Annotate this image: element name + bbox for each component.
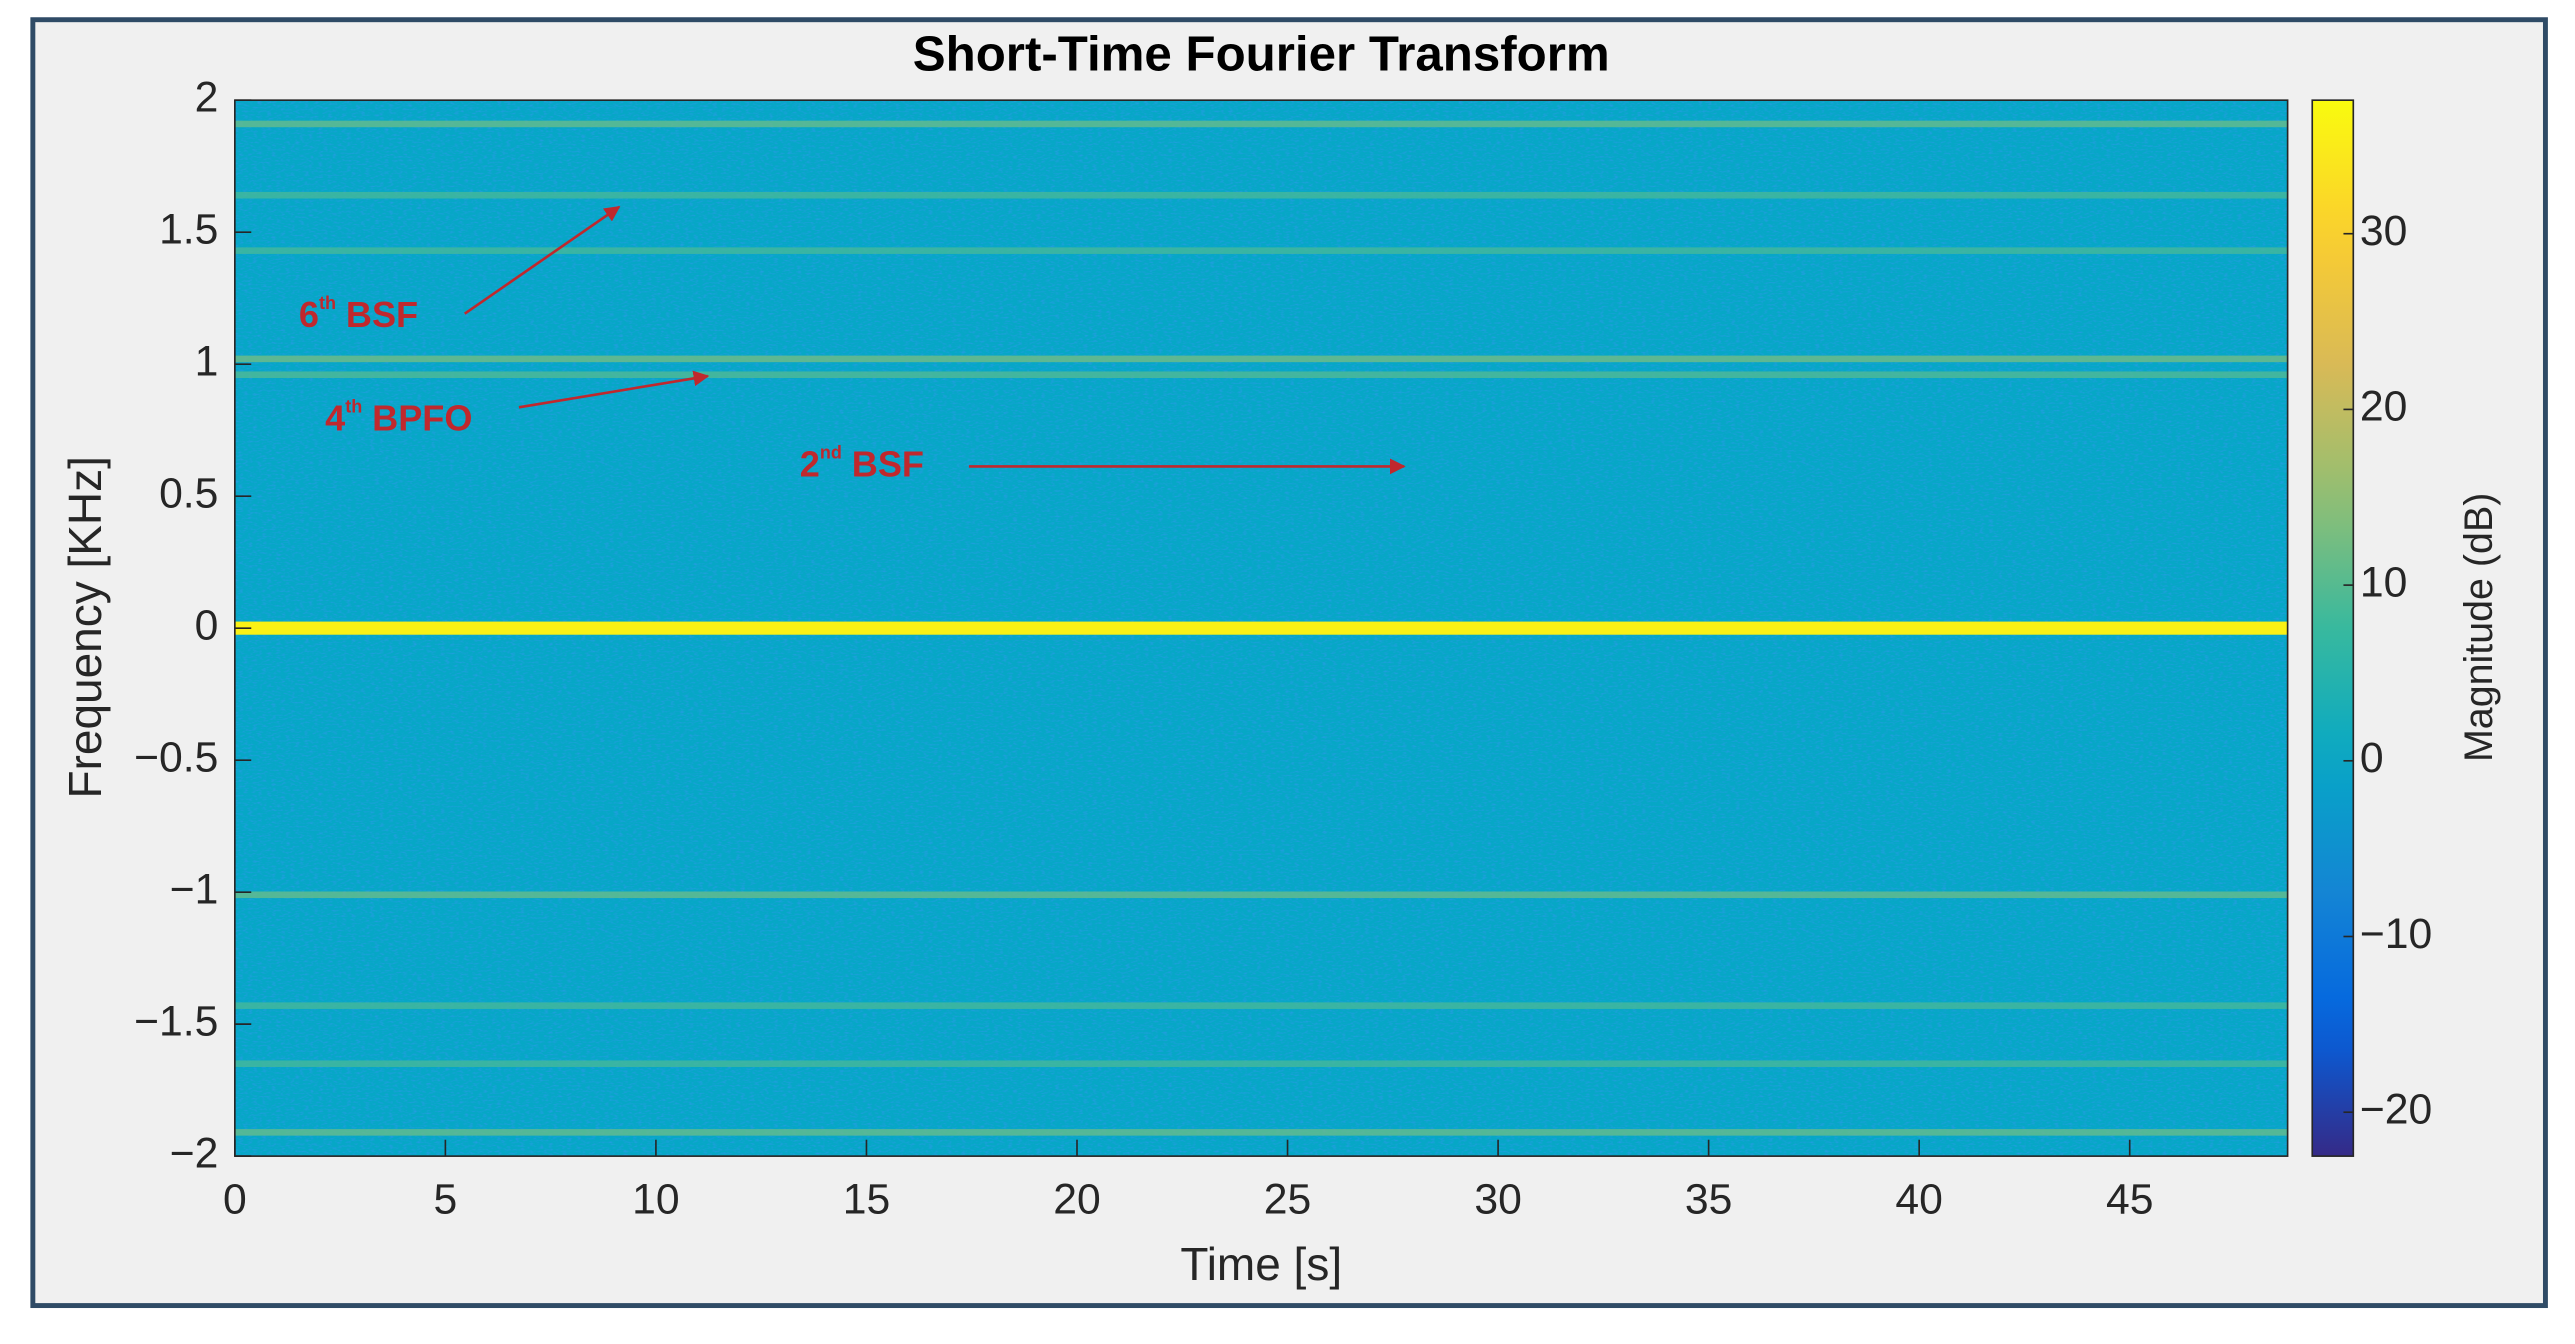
y-axis-label: Frequency [KHz] <box>59 456 111 798</box>
annotation: 6th BSF <box>299 293 418 335</box>
y-tick-label: 1 <box>195 337 219 385</box>
x-tick-label: 25 <box>1264 1175 1311 1223</box>
annotation-number: 2 <box>800 443 820 484</box>
frequency-band <box>234 191 2288 199</box>
y-tick-label: −1.5 <box>134 997 218 1045</box>
annotation-arrow <box>518 370 710 409</box>
colorbar-tick-label: 20 <box>2360 383 2407 431</box>
annotation-superscript: nd <box>820 442 842 462</box>
x-tick-label: 30 <box>1474 1175 1521 1223</box>
y-tick-label: 0.5 <box>159 469 218 517</box>
annotation: 4th BPFO <box>325 396 472 438</box>
colorbar-tick-label: 0 <box>2360 734 2384 782</box>
y-tick-label: 2 <box>195 73 219 121</box>
frequency-band <box>234 247 2288 254</box>
y-tick-label: −2 <box>170 1129 219 1177</box>
colorbar-label: Magnitude (dB) <box>2457 493 2501 762</box>
frequency-band <box>234 355 2288 363</box>
colorbar-tick-label: −10 <box>2360 910 2432 958</box>
x-tick-label: 45 <box>2106 1175 2153 1223</box>
frequency-band <box>234 891 2288 899</box>
colorbar-tick-label: −20 <box>2360 1085 2432 1133</box>
colorbar-tick-label: 30 <box>2360 207 2407 255</box>
annotation-number: 6 <box>299 293 319 334</box>
frequency-band <box>234 371 2288 379</box>
annotation-arrow <box>464 205 621 315</box>
x-tick-label: 10 <box>632 1175 679 1223</box>
y-tick-label: −0.5 <box>134 733 218 781</box>
frequency-band <box>234 1060 2288 1068</box>
chart-title: Short-Time Fourier Transform <box>913 26 1610 81</box>
y-tick-label: −1 <box>170 865 219 913</box>
annotation-label: BSF <box>346 293 418 334</box>
annotation: 2nd BSF <box>800 442 924 484</box>
annotation-superscript: th <box>345 396 362 416</box>
annotation-label: BPFO <box>372 397 472 438</box>
frequency-band <box>234 1129 2288 1136</box>
colorbar <box>2311 99 2355 1157</box>
x-axis-label: Time [s] <box>1180 1238 1342 1290</box>
annotation-label: BSF <box>852 443 924 484</box>
plot-area <box>234 99 2289 1157</box>
x-tick-label: 20 <box>1053 1175 1100 1223</box>
x-tick-label: 40 <box>1895 1175 1942 1223</box>
y-tick-label: 1.5 <box>159 205 218 253</box>
x-tick-label: 35 <box>1685 1175 1732 1223</box>
x-tick-label: 0 <box>223 1175 247 1223</box>
annotation-superscript: th <box>319 293 336 313</box>
x-tick-label: 5 <box>434 1175 458 1223</box>
frequency-band <box>234 120 2288 128</box>
y-tick-label: 0 <box>195 601 219 649</box>
frequency-band <box>234 621 2288 635</box>
frequency-band <box>234 1002 2288 1009</box>
colorbar-tick-label: 10 <box>2360 558 2407 606</box>
x-tick-label: 15 <box>843 1175 890 1223</box>
annotation-number: 4 <box>325 397 345 438</box>
